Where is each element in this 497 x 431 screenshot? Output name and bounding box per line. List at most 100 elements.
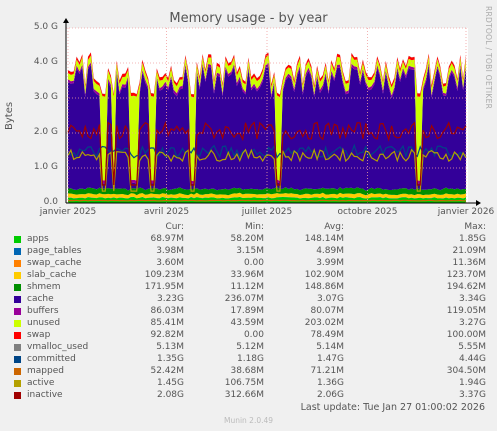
legend-avg-value: 102.90M (304, 270, 344, 280)
legend-min-value: 106.75M (224, 378, 264, 388)
line-committed (67, 143, 467, 159)
legend-cur-value: 92.82M (150, 330, 184, 340)
legend-row-cache: cache 3.23G 236.07M 3.07G 3.34G (0, 294, 497, 306)
area-swap_cache (68, 196, 466, 199)
legend-avg-value: 148.86M (304, 282, 344, 292)
legend-label: apps (27, 234, 49, 244)
legend-row-vmalloc_used: vmalloc_used 5.13M 5.12M 5.14M 5.55M (0, 342, 497, 354)
legend-row-swap: swap 92.82M 0.00 78.49M 100.00M (0, 330, 497, 342)
legend-min-value: 33.96M (230, 270, 264, 280)
legend-cur-value: 3.60M (156, 258, 184, 268)
legend-min-value: 236.07M (224, 294, 264, 304)
legend-max-value: 3.34G (458, 294, 486, 304)
legend-avg-value: 203.02M (304, 318, 344, 328)
legend-max-value: 11.36M (452, 258, 486, 268)
line-mapped (67, 199, 466, 202)
legend-swatch (14, 368, 21, 375)
legend-swatch (14, 236, 21, 243)
header-avg: Avg: (324, 222, 344, 232)
legend-cur-value: 5.13M (156, 342, 184, 352)
legend-label: page_tables (27, 246, 82, 256)
legend-max-value: 100.00M (446, 330, 486, 340)
legend-swatch (14, 392, 21, 399)
legend-min-value: 43.59M (230, 318, 264, 328)
legend-row-committed: committed 1.35G 1.18G 1.47G 4.44G (0, 354, 497, 366)
legend-avg-value: 80.07M (310, 306, 344, 316)
legend-max-value: 3.37G (458, 390, 486, 400)
y-tick-label: 5.0 G (33, 22, 58, 32)
legend-swatch (14, 260, 21, 267)
x-axis-arrow (476, 200, 481, 206)
header-max: Max: (464, 222, 486, 232)
legend-swatch (14, 320, 21, 327)
legend-label: slab_cache (27, 270, 77, 280)
legend-cur-value: 1.35G (156, 354, 184, 364)
legend-swatch (14, 332, 21, 339)
legend-avg-value: 3.99M (316, 258, 344, 268)
legend-min-value: 38.68M (230, 366, 264, 376)
legend-cur-value: 1.45G (156, 378, 184, 388)
area-page_tables (68, 196, 466, 199)
legend-avg-value: 71.21M (310, 366, 344, 376)
x-tick-label: janvier 2026 (437, 207, 495, 217)
legend-min-value: 312.66M (224, 390, 264, 400)
y-tick-label: 0.0 (43, 197, 58, 207)
legend-row-slab_cache: slab_cache 109.23M 33.96M 102.90M 123.70M (0, 270, 497, 282)
legend-label: cache (27, 294, 54, 304)
legend-label: swap_cache (27, 258, 82, 268)
header-min: Min: (244, 222, 264, 232)
legend-swatch (14, 308, 21, 315)
legend-cur-value: 52.42M (150, 366, 184, 376)
legend-label: buffers (27, 306, 59, 316)
legend-avg-value: 1.47G (316, 354, 344, 364)
y-tick-label: 4.0 G (33, 57, 58, 67)
y-tick-label: 2.0 G (33, 127, 58, 137)
munin-version: Munin 2.0.49 (223, 416, 274, 425)
legend-avg-value: 1.36G (316, 378, 344, 388)
legend-label: inactive (27, 390, 63, 400)
legend-max-value: 5.55M (458, 342, 486, 352)
legend-label: swap (27, 330, 51, 340)
y-axis-arrow (63, 18, 69, 23)
rrdtool-credit: RRDTOOL / TOBI OETIKER (484, 6, 493, 110)
legend-cur-value: 171.95M (144, 282, 184, 292)
legend-avg-value: 3.07G (316, 294, 344, 304)
legend-min-value: 58.20M (230, 234, 264, 244)
header-cur: Cur: (165, 222, 184, 232)
legend-min-value: 0.00 (243, 258, 264, 268)
legend-label: unused (27, 318, 61, 328)
y-tick-label: 3.0 G (33, 92, 58, 102)
legend-header: Cur: Min: Avg: Max: (0, 222, 497, 234)
x-tick-label: octobre 2025 (337, 207, 398, 217)
last-update: Last update: Tue Jan 27 01:00:02 2026 (300, 402, 485, 413)
legend-cur-value: 68.97M (150, 234, 184, 244)
legend-avg-value: 2.06G (316, 390, 344, 400)
legend-row-active: active 1.45G 106.75M 1.36G 1.94G (0, 378, 497, 390)
legend-max-value: 194.62M (446, 282, 486, 292)
legend-max-value: 1.94G (458, 378, 486, 388)
chart-plot (63, 18, 481, 206)
legend-max-value: 304.50M (446, 366, 486, 376)
legend-swatch (14, 380, 21, 387)
legend-row-buffers: buffers 86.03M 17.89M 80.07M 119.05M (0, 306, 497, 318)
x-tick-label: juillet 2025 (241, 207, 293, 217)
legend-cur-value: 109.23M (144, 270, 184, 280)
legend-avg-value: 4.89M (316, 246, 344, 256)
legend-label: shmem (27, 282, 61, 292)
legend-cur-value: 3.98M (156, 246, 184, 256)
legend-swatch (14, 296, 21, 303)
legend-swatch (14, 356, 21, 363)
area-shmem (68, 187, 466, 196)
legend-avg-value: 148.14M (304, 234, 344, 244)
legend-min-value: 11.12M (230, 282, 264, 292)
x-tick-label: janvier 2025 (39, 207, 97, 217)
legend-swatch (14, 284, 21, 291)
legend-max-value: 4.44G (458, 354, 486, 364)
legend-label: active (27, 378, 55, 388)
chart-title: Memory usage - by year (169, 11, 328, 26)
legend-label: mapped (27, 366, 64, 376)
legend-swatch (14, 344, 21, 351)
legend-row-swap_cache: swap_cache 3.60M 0.00 3.99M 11.36M (0, 258, 497, 270)
legend-max-value: 21.09M (452, 246, 486, 256)
y-tick-label: 1.0 G (33, 162, 58, 172)
